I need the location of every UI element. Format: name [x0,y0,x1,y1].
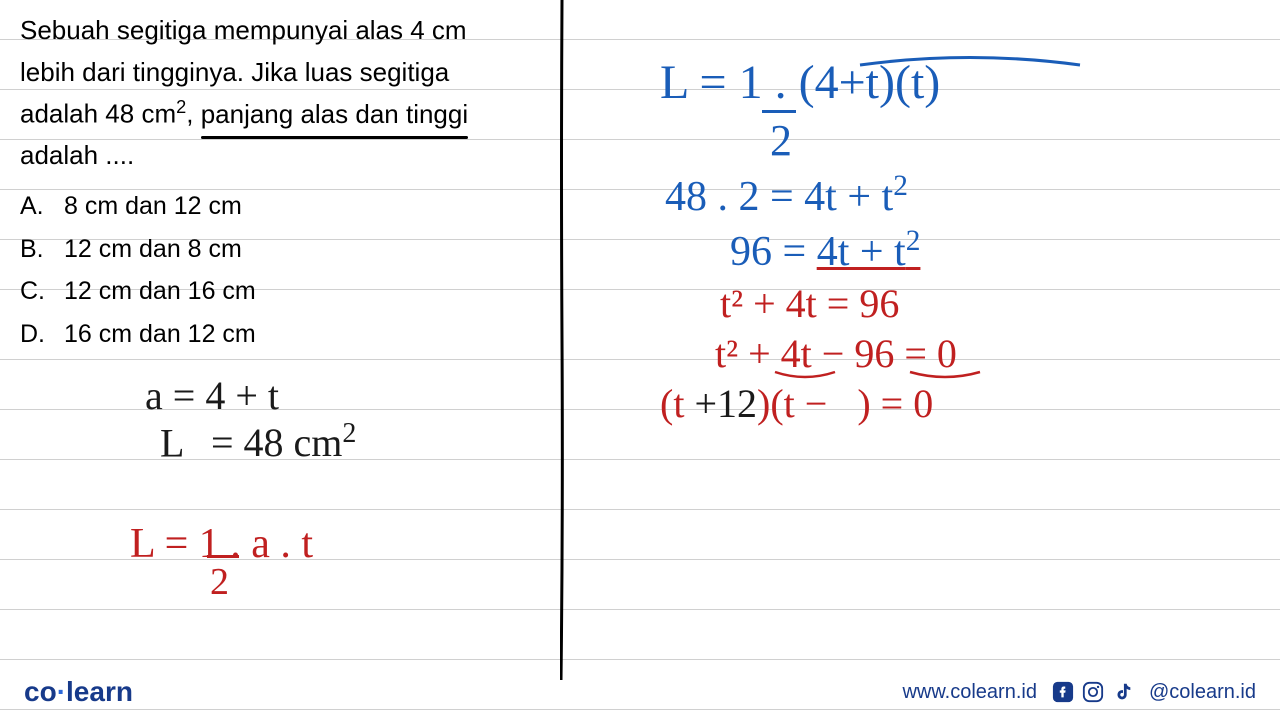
q-line3-sup: 2 [176,97,186,117]
hw-L-eq: L = 48 cm2 [160,418,356,466]
hw-r3-lhs: 96 = [730,229,817,275]
q-line3-pre: adalah 48 cm [20,99,176,129]
footer-right: www.colearn.id @colearn.id [902,680,1256,704]
option-d: D. 16 cm dan 12 cm [20,313,520,356]
hw-r6-pre: (t [660,381,694,426]
q-line4: adalah .... [20,140,134,170]
footer-url: www.colearn.id [902,681,1037,704]
hw-r1-bar [762,110,796,113]
option-text: 8 cm dan 12 cm [64,185,242,228]
hw-formula-bar [207,555,239,558]
hw-L-rhs: = 48 cm [211,420,342,465]
tiktok-icon [1111,680,1135,704]
social-icons [1051,680,1135,704]
hw-formula-denom: 2 [210,560,229,604]
brand-logo: co·learn [24,676,133,708]
hw-r6-post: )(t − ) = 0 [757,381,933,426]
option-text: 12 cm dan 16 cm [64,270,256,313]
hw-r2: 48 . 2 = 4t + t2 [665,170,908,221]
hw-r2-sup: 2 [893,170,908,202]
hw-r1-denom: 2 [770,115,792,166]
hw-r3-rhs: 4t + t2 [817,229,921,275]
hw-r6-ins: +12 [694,381,757,426]
options-list: A. 8 cm dan 12 cm B. 12 cm dan 8 cm C. 1… [20,185,520,355]
footer-handle: @colearn.id [1149,681,1256,704]
q-line3-underlined: panjang alas dan tinggi [201,94,468,136]
brand-left: co [24,676,57,707]
hw-r1-arc [855,50,1085,70]
hw-a-eq: a = 4 + t [145,372,279,419]
q-line3-mid: , [186,99,200,129]
vertical-divider [560,0,564,680]
hw-L-sup: 2 [342,418,356,449]
hw-r3: 96 = 4t + t2 [730,225,920,276]
hw-r4: t² + 4t = 96 [720,280,899,327]
hw-r2-main: 48 . 2 = 4t + t [665,174,893,220]
q-line1: Sebuah segitiga mempunyai alas 4 cm [20,15,467,45]
question-text: Sebuah segitiga mempunyai alas 4 cm lebi… [20,10,520,177]
instagram-icon [1081,680,1105,704]
option-b: B. 12 cm dan 8 cm [20,228,520,271]
option-text: 12 cm dan 8 cm [64,228,242,271]
option-letter: A. [20,185,64,228]
option-a: A. 8 cm dan 12 cm [20,185,520,228]
option-letter: B. [20,228,64,271]
option-letter: C. [20,270,64,313]
brand-right: learn [66,676,133,707]
hw-r6: (t +12)(t − ) = 0 [660,380,933,427]
question-block: Sebuah segitiga mempunyai alas 4 cm lebi… [20,10,520,355]
option-letter: D. [20,313,64,356]
option-c: C. 12 cm dan 16 cm [20,270,520,313]
facebook-icon [1051,680,1075,704]
hw-L-lhs: L [160,420,183,465]
q-line2: lebih dari tingginya. Jika luas segitiga [20,57,449,87]
option-text: 16 cm dan 12 cm [64,313,256,356]
footer: co·learn www.colearn.id @colearn.id [0,676,1280,708]
brand-dot: · [57,676,66,707]
